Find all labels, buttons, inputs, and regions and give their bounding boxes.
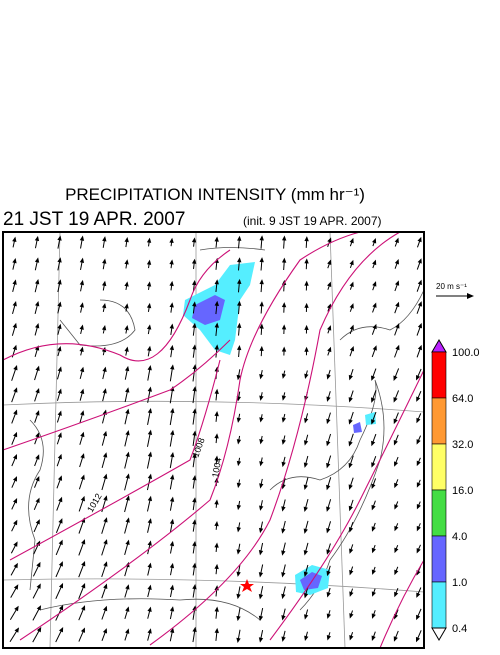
colorbar-segment [432, 398, 446, 444]
reference-arrowhead [467, 293, 474, 299]
colorbar-label: 1.0 [452, 577, 467, 589]
colorbar-under [432, 628, 446, 640]
colorbar-over [432, 340, 446, 352]
colorbar-segment [432, 490, 446, 536]
reference-vector-label: 20 m s⁻¹ [436, 282, 467, 291]
valid-time: 21 JST 19 APR. 2007 [3, 209, 185, 230]
colorbar-segment [432, 582, 446, 628]
colorbar-segment [432, 352, 446, 398]
colorbar-segment [432, 444, 446, 490]
map-title: PRECIPITATION INTENSITY (mm hr⁻¹) [65, 185, 365, 204]
colorbar-label: 0.4 [452, 623, 467, 635]
reference-vector [436, 293, 474, 299]
colorbar-label: 32.0 [452, 439, 473, 451]
colorbar: 100.0 64.0 32.0 16.0 4.0 1.0 0.4 [432, 340, 480, 640]
colorbar-segment [432, 536, 446, 582]
colorbar-label: 16.0 [452, 485, 473, 497]
init-time: (init. 9 JST 19 APR. 2007) [243, 214, 382, 228]
map-area: 1012 1008 1004 [3, 232, 424, 648]
colorbar-label: 4.0 [452, 531, 467, 543]
colorbar-label: 100.0 [452, 347, 480, 359]
colorbar-label: 64.0 [452, 393, 473, 405]
